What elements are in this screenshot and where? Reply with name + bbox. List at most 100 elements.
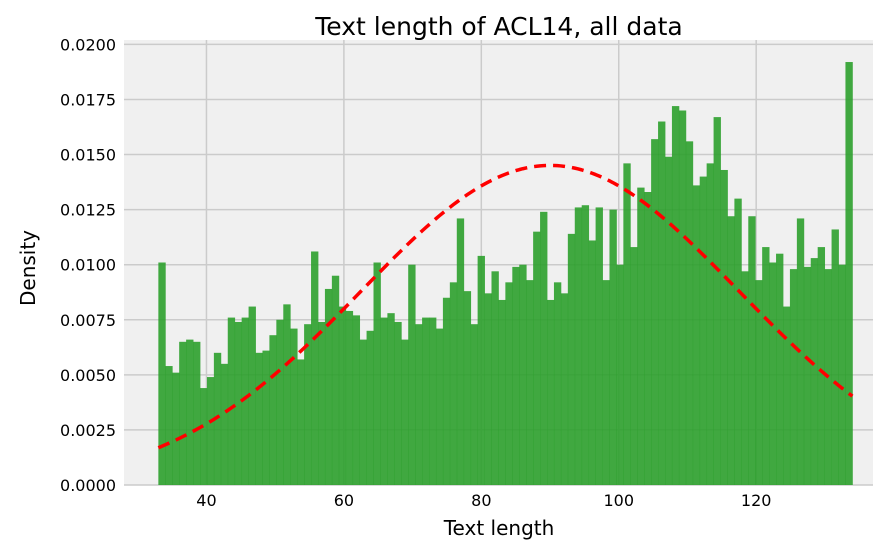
histogram-bar xyxy=(526,280,534,485)
histogram-bar xyxy=(553,282,562,485)
histogram-bar xyxy=(533,231,541,485)
histogram-bar xyxy=(651,139,659,485)
histogram-bar xyxy=(838,264,846,485)
histogram-bar xyxy=(477,255,485,485)
histogram-bar xyxy=(519,264,527,485)
x-tick-label: 100 xyxy=(603,491,634,510)
histogram-bar xyxy=(206,377,215,485)
histogram-bar xyxy=(727,216,735,486)
histogram-bar xyxy=(692,185,701,485)
chart-title: Text length of ACL14, all data xyxy=(314,12,682,41)
histogram-bar xyxy=(234,321,243,485)
histogram-bar xyxy=(588,240,596,485)
x-axis-title: Text length xyxy=(443,516,555,540)
histogram-bar xyxy=(387,313,395,485)
histogram-bar xyxy=(241,317,249,485)
histogram-bar xyxy=(706,163,714,485)
histogram-bar xyxy=(540,211,548,486)
histogram-bar xyxy=(789,269,798,485)
histogram-bar xyxy=(817,247,826,485)
histogram-bar xyxy=(581,205,590,485)
histogram-bar xyxy=(304,324,312,485)
histogram-bar xyxy=(845,62,853,486)
histogram-bar xyxy=(269,335,277,485)
x-tick-label: 120 xyxy=(741,491,772,510)
y-tick-label: 0.0175 xyxy=(60,90,116,109)
histogram-bar xyxy=(415,324,423,485)
histogram-bar xyxy=(505,282,513,485)
histogram-bar xyxy=(220,363,229,485)
x-tick-label: 60 xyxy=(334,491,354,510)
y-tick-label: 0.0000 xyxy=(60,476,116,495)
histogram-bar xyxy=(324,288,333,485)
histogram-bar xyxy=(262,350,270,485)
histogram-bar xyxy=(199,388,208,485)
histogram-bar xyxy=(741,271,749,485)
histogram-bar xyxy=(290,328,298,485)
histogram-bar xyxy=(283,304,291,485)
histogram-bar xyxy=(734,198,742,485)
histogram-bar xyxy=(484,293,492,485)
histogram-bar xyxy=(685,141,694,485)
histogram-bar xyxy=(713,117,721,486)
histogram-bar xyxy=(609,209,617,485)
histogram-bar xyxy=(616,264,624,485)
histogram-bar xyxy=(664,156,673,485)
histogram-bar xyxy=(671,106,680,485)
histogram-bar xyxy=(366,330,374,485)
histogram-bar xyxy=(547,299,555,485)
y-tick-label: 0.0075 xyxy=(60,311,116,330)
histogram-bar xyxy=(574,207,583,486)
histogram-bar xyxy=(331,275,340,485)
x-axis-ticks: 40 60 80 100 120 xyxy=(196,491,771,510)
y-tick-label: 0.0150 xyxy=(60,146,116,165)
histogram-bar xyxy=(311,251,319,485)
histogram-bar xyxy=(602,280,610,485)
histogram-bar xyxy=(776,253,784,485)
histogram-bar xyxy=(165,366,173,485)
histogram-bar xyxy=(658,121,666,486)
histogram-bar xyxy=(429,317,437,485)
histogram-bar xyxy=(380,317,388,485)
histogram-bar xyxy=(359,339,367,485)
normal-density-curve xyxy=(157,163,854,450)
histogram-bar xyxy=(394,321,402,485)
histogram-bar xyxy=(401,339,409,485)
histogram-bar xyxy=(762,247,770,485)
histogram-bar xyxy=(227,317,236,485)
histogram-bar xyxy=(435,328,444,485)
histogram-bar xyxy=(373,262,381,485)
y-axis-title: Density xyxy=(16,230,40,306)
histogram-bar xyxy=(158,262,166,485)
histogram-bar xyxy=(193,341,201,485)
histogram-bar xyxy=(276,319,284,485)
histogram-bar xyxy=(463,291,472,485)
histogram-bar xyxy=(179,341,187,485)
histogram-bar xyxy=(449,282,458,485)
histogram-bar xyxy=(352,315,361,485)
y-tick-label: 0.0050 xyxy=(60,366,116,385)
histogram-bar xyxy=(595,207,603,486)
histogram-bar xyxy=(810,258,819,485)
y-tick-label: 0.0125 xyxy=(60,201,116,220)
histogram-bar xyxy=(678,110,687,485)
histogram-bar xyxy=(560,293,569,485)
histogram-bar xyxy=(297,359,305,485)
histogram-bar xyxy=(782,306,791,485)
y-tick-label: 0.0200 xyxy=(60,35,116,54)
histogram-bar xyxy=(442,297,451,485)
histogram-bar xyxy=(317,321,326,485)
histogram-bar xyxy=(720,169,728,485)
histogram-bar xyxy=(338,306,347,485)
histogram-bar xyxy=(567,233,576,485)
histogram-bar xyxy=(755,280,763,485)
histogram-bar xyxy=(248,306,256,485)
histogram-bar xyxy=(491,271,499,485)
y-axis-ticks: 0.0000 0.0025 0.0050 0.0075 0.0100 0.0125 0.01… xyxy=(60,35,116,495)
histogram-bar xyxy=(699,176,708,485)
histogram-bar xyxy=(630,247,638,485)
histogram-bar xyxy=(186,339,194,485)
histogram-bar xyxy=(408,264,416,485)
